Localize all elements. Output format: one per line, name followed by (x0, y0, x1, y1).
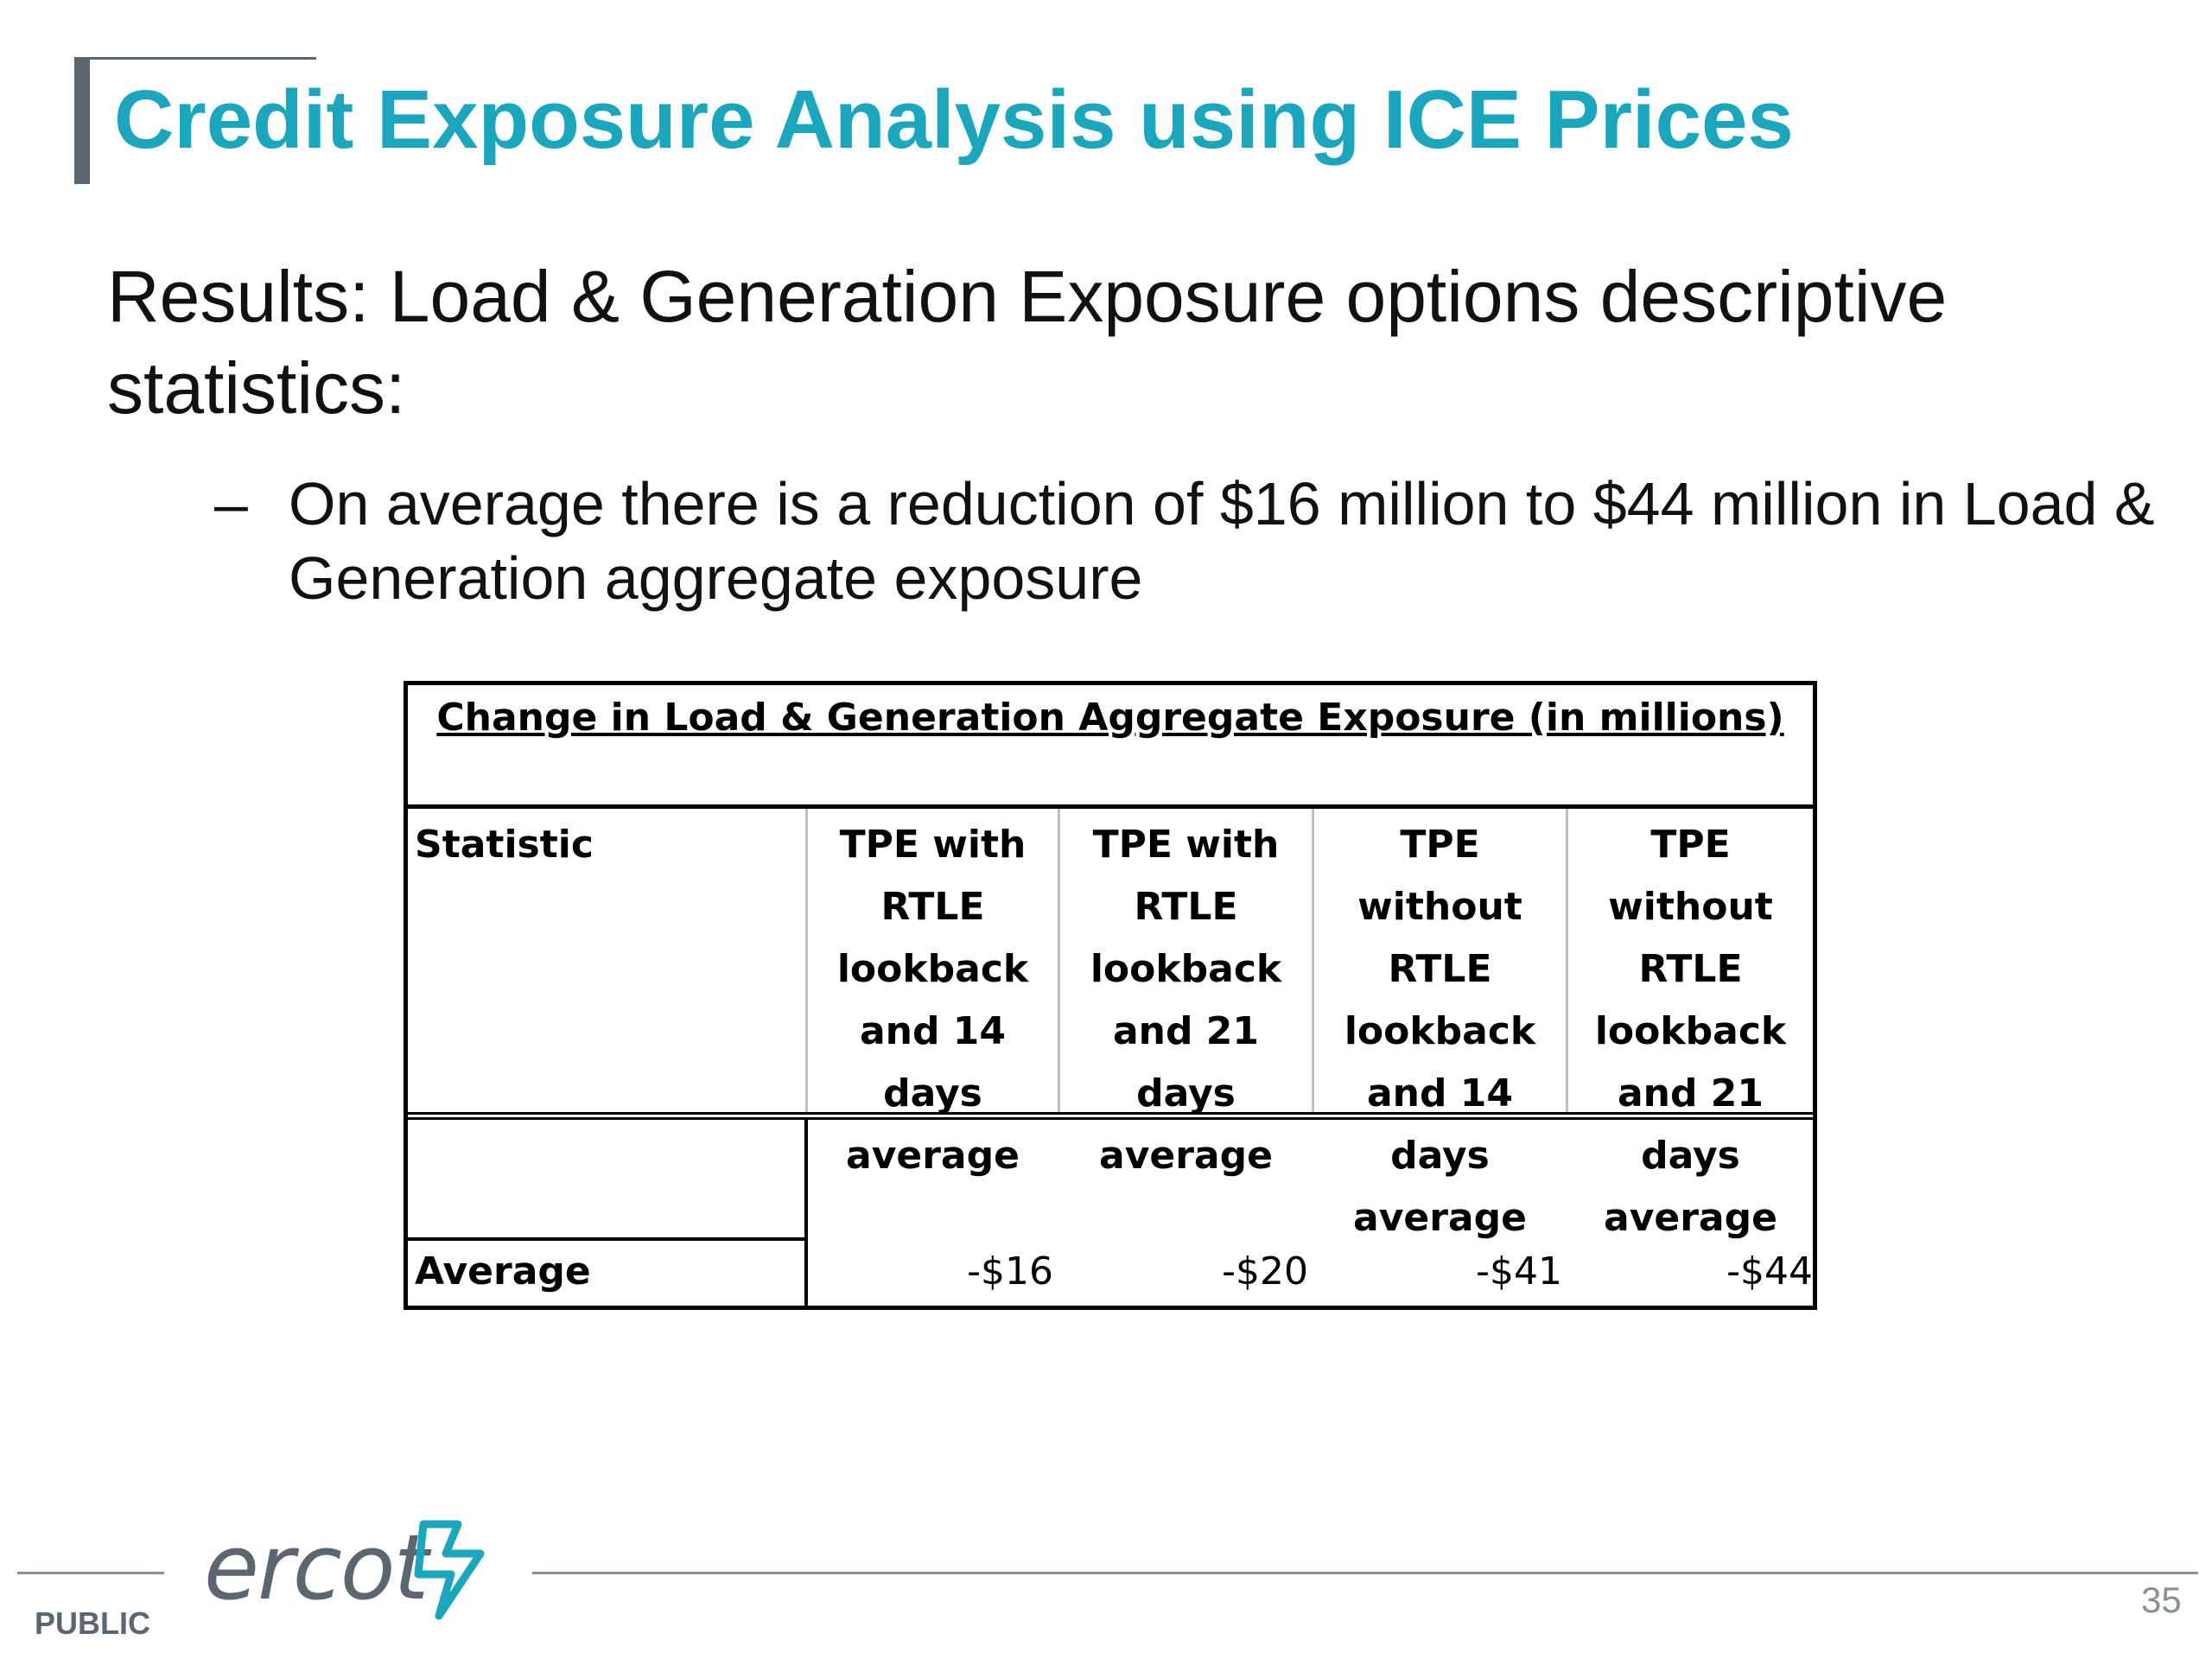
statistic-column (408, 1120, 808, 1306)
row-separator (408, 1237, 804, 1241)
header-tpe-with-21: TPE with RTLE lookback and 21 days avera… (1060, 809, 1314, 1178)
value-tpe-without-21: -$44 (1726, 1249, 1813, 1294)
footer-rule-left (17, 1572, 164, 1574)
row-label-average: Average (415, 1249, 591, 1294)
header-tpe-without-14: TPE without RTLE lookback and 14 days av… (1314, 809, 1568, 1240)
exposure-table: Change in Load & Generation Aggregate Ex… (404, 681, 1817, 1310)
bullet-dash: – (214, 470, 248, 537)
title-accent-rule (74, 57, 316, 60)
header-statistic: Statistic (408, 809, 808, 1112)
logo-wordmark: ercot (204, 1515, 429, 1620)
slide-title: Credit Exposure Analysis using ICE Price… (114, 73, 1794, 166)
footer-rule-right (532, 1572, 2198, 1574)
title-accent-bar (74, 59, 90, 184)
bullet-text: On average there is a reduction of $16 m… (289, 470, 2155, 612)
ercot-logo: ercot (204, 1515, 498, 1620)
header-tpe-without-21: TPE without RTLE lookback and 21 days av… (1594, 823, 1787, 1240)
lightning-bolt-icon (414, 1520, 485, 1620)
table-body: Average -$16 -$20 -$41 -$44 (408, 1120, 1813, 1306)
value-tpe-without-14: -$41 (1476, 1249, 1562, 1294)
slide-subtitle: Results: Load & Generation Exposure opti… (107, 256, 1948, 429)
header-tpe-with-14: TPE with RTLE lookback and 14 days avera… (808, 809, 1060, 1178)
table-header-row: Statistic TPE with RTLE lookback and 14 … (408, 809, 1813, 1240)
value-tpe-with-14: -$16 (967, 1249, 1053, 1294)
bullet-item: – On average there is a reduction of $16… (214, 467, 2167, 615)
value-tpe-with-21: -$20 (1222, 1249, 1308, 1294)
classification-label: PUBLIC (35, 1605, 150, 1641)
page-number: 35 (2141, 1580, 2182, 1620)
table-title: Change in Load & Generation Aggregate Ex… (408, 685, 1813, 809)
